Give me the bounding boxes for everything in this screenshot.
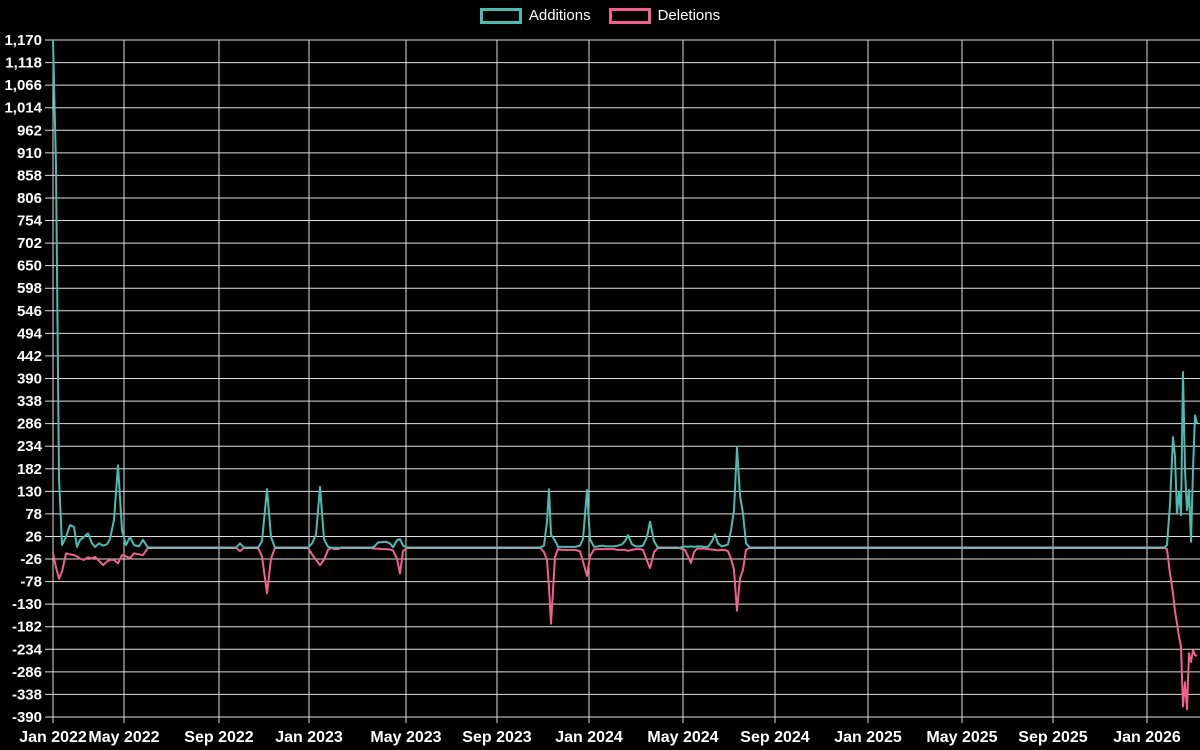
y-tick-label: 546	[17, 303, 42, 320]
x-tick-label: Sep 2023	[462, 729, 531, 746]
y-tick-label: -26	[20, 551, 42, 568]
x-tick-label: May 2023	[370, 729, 441, 746]
y-tick-label: -390	[12, 709, 42, 726]
y-tick-label: 130	[17, 483, 42, 500]
y-tick-label: 286	[17, 416, 42, 433]
x-tick-label: May 2022	[88, 729, 159, 746]
x-tick-label: Sep 2025	[1018, 729, 1087, 746]
deletions-line	[52, 546, 1198, 711]
y-tick-label: 234	[17, 438, 43, 455]
y-tick-label: -234	[12, 641, 43, 658]
x-tick-label: May 2025	[926, 729, 997, 746]
y-tick-label: 390	[17, 371, 42, 388]
legend-item-deletions[interactable]: Deletions	[608, 7, 721, 24]
y-tick-label: 754	[17, 213, 43, 230]
y-tick-label: 494	[17, 325, 43, 342]
legend-label-additions: Additions	[528, 7, 591, 24]
y-tick-label: -130	[12, 596, 42, 613]
additions-swatch-icon	[479, 7, 522, 24]
y-tick-label: 1,170	[4, 32, 42, 49]
x-tick-label: May 2024	[647, 729, 718, 746]
y-tick-label: 858	[17, 167, 42, 184]
x-tick-label: Jan 2024	[555, 729, 623, 746]
chart-legend: Additions Deletions	[0, 7, 1200, 24]
x-tick-label: Jan 2022	[19, 729, 87, 746]
y-tick-label: -78	[20, 574, 42, 591]
y-tick-label: 650	[17, 258, 42, 275]
y-tick-label: 910	[17, 145, 42, 162]
additions-line	[52, 39, 1198, 549]
y-tick-label: 78	[25, 506, 42, 523]
y-tick-label: 1,066	[4, 77, 42, 94]
deletions-swatch-icon	[608, 7, 651, 24]
x-tick-label: Jan 2026	[1113, 729, 1181, 746]
y-tick-label: 442	[17, 348, 42, 365]
legend-item-additions[interactable]: Additions	[479, 7, 591, 24]
y-tick-label: -286	[12, 664, 42, 681]
y-tick-label: 1,014	[4, 100, 42, 117]
y-tick-label: 702	[17, 235, 42, 252]
legend-label-deletions: Deletions	[657, 7, 721, 24]
x-tick-label: Sep 2024	[740, 729, 809, 746]
y-tick-label: 962	[17, 122, 42, 139]
x-tick-label: Jan 2025	[834, 729, 902, 746]
y-tick-label: -182	[12, 619, 42, 636]
y-tick-label: 1,118	[5, 55, 42, 72]
x-tick-label: Jan 2023	[275, 729, 343, 746]
y-tick-label: 806	[17, 190, 42, 207]
y-tick-label: -338	[12, 686, 42, 703]
x-tick-label: Sep 2022	[184, 729, 253, 746]
y-tick-label: 598	[17, 280, 42, 297]
y-tick-label: 26	[25, 528, 42, 545]
y-tick-label: 338	[17, 393, 42, 410]
y-tick-label: 182	[17, 461, 42, 478]
